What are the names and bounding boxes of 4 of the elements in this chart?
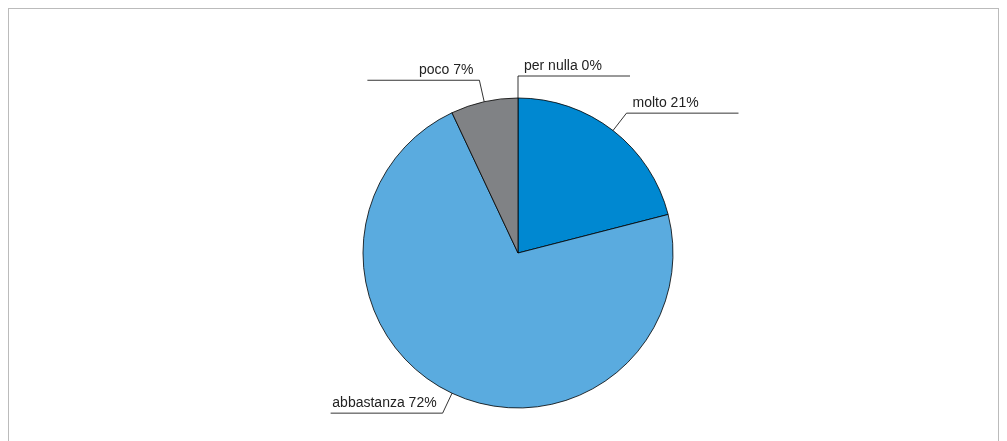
slice-label: abbastanza 72%	[332, 394, 437, 411]
category-label: per nulla 0%	[524, 57, 602, 73]
slice-label: poco 7%	[418, 61, 474, 78]
slice-label: molto 21%	[632, 94, 699, 111]
